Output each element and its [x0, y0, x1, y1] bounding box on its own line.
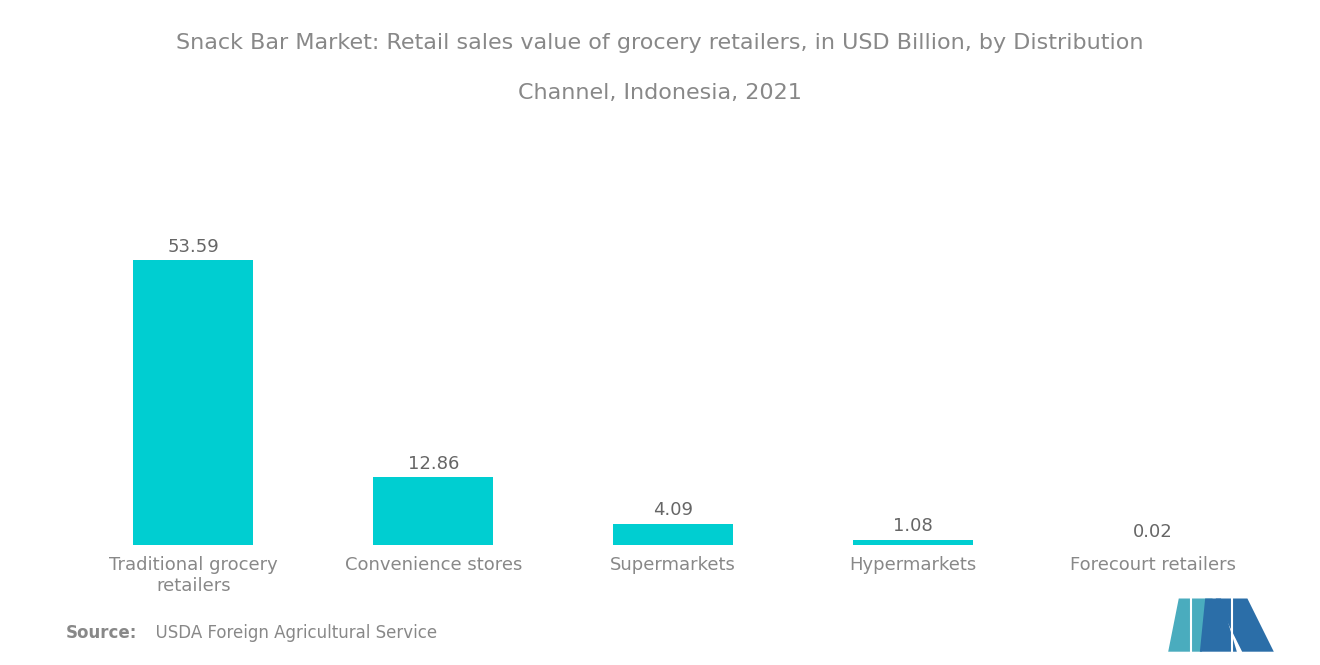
Text: 4.09: 4.09	[653, 501, 693, 519]
Polygon shape	[1200, 598, 1237, 652]
Text: Source:: Source:	[66, 624, 137, 642]
Text: 12.86: 12.86	[408, 455, 459, 473]
Text: 53.59: 53.59	[168, 238, 219, 256]
Polygon shape	[1216, 598, 1274, 652]
Text: 0.02: 0.02	[1134, 523, 1173, 541]
Bar	[853, 539, 973, 545]
Bar	[614, 523, 733, 545]
Text: Channel, Indonesia, 2021: Channel, Indonesia, 2021	[517, 83, 803, 103]
Bar	[374, 477, 494, 545]
Bar	[133, 260, 253, 545]
Text: USDA Foreign Agricultural Service: USDA Foreign Agricultural Service	[145, 624, 437, 642]
Text: 1.08: 1.08	[894, 517, 933, 535]
Polygon shape	[1168, 598, 1213, 652]
Text: Snack Bar Market: Retail sales value of grocery retailers, in USD Billion, by Di: Snack Bar Market: Retail sales value of …	[177, 33, 1143, 53]
